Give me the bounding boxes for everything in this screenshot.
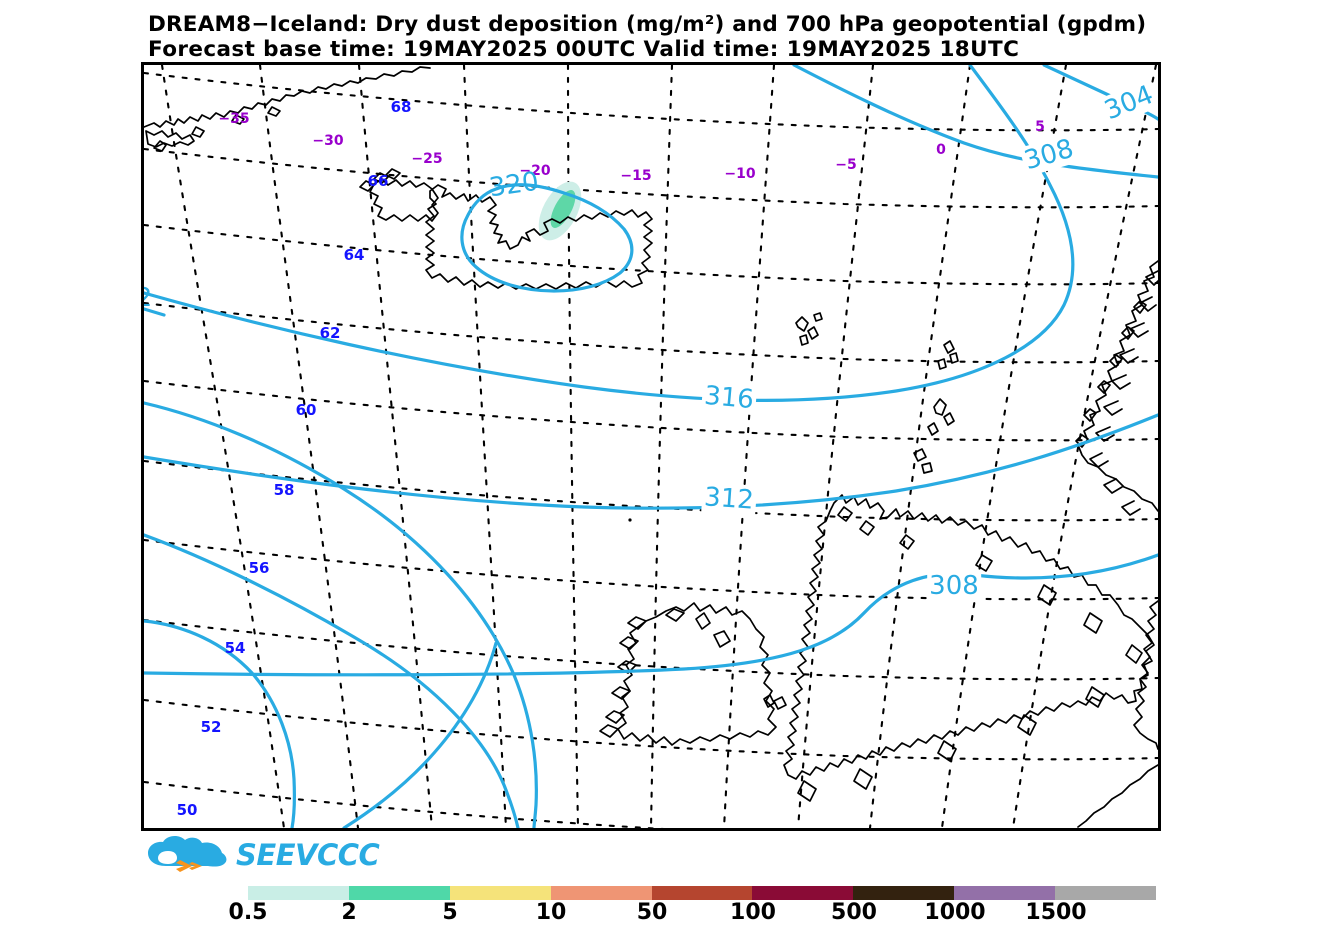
coastline-great-britain xyxy=(783,494,1155,780)
contour-316-southwest xyxy=(144,533,520,828)
colorbar[interactable] xyxy=(248,886,1157,900)
contour-320-southwest xyxy=(144,619,296,828)
colorbar-band-8 xyxy=(1055,886,1157,900)
colorbar-band-1 xyxy=(348,886,450,900)
contour-label-316: 316 xyxy=(700,380,758,416)
coastline-ireland xyxy=(617,602,777,746)
latitude-label-60: 60 xyxy=(295,401,317,419)
colorbar-band-7 xyxy=(954,886,1056,900)
colorbar-tick-5: 5 xyxy=(442,900,458,925)
longitude-label-minus15: −15 xyxy=(620,168,652,184)
latitude-label-68: 68 xyxy=(390,98,412,116)
colorbar-tick-1500: 1500 xyxy=(1025,900,1087,925)
contour-label-312: 312 xyxy=(701,482,757,516)
colorbar-band-6 xyxy=(853,886,955,900)
colorbar-tick-1000: 1000 xyxy=(924,900,986,925)
contour-308-north xyxy=(792,65,1158,179)
colorbar-band-4 xyxy=(651,886,753,900)
longitude-label-5: 5 xyxy=(1035,119,1045,135)
contour-324-corner xyxy=(144,307,166,317)
colorbar-tick-labels: 0.5 2 5 10 50 100 500 1000 1500 xyxy=(0,900,1324,925)
contour-320-closed xyxy=(460,183,634,293)
coastline-continental-europe xyxy=(1133,600,1158,750)
colorbar-tick-100: 100 xyxy=(730,900,776,925)
map-panel[interactable]: 68 66 64 62 60 58 56 54 52 50 −35 −30 −2… xyxy=(141,62,1161,831)
seevccc-logo[interactable]: SEEVCCC xyxy=(146,836,380,876)
contour-label-edge-clipped: 2 xyxy=(144,283,152,313)
logo-text: SEEVCCC xyxy=(236,838,380,872)
colorbar-band-2 xyxy=(449,886,551,900)
latitude-label-64: 64 xyxy=(343,246,365,264)
colorbar-band-3 xyxy=(550,886,652,900)
colorbar-tick-500: 500 xyxy=(831,900,877,925)
coastline-faroe-islands xyxy=(795,312,823,346)
colorbar-band-5 xyxy=(752,886,854,900)
contour-308-south xyxy=(144,553,1158,677)
colorbar-tick-2: 2 xyxy=(341,900,357,925)
longitude-label-minus5: −5 xyxy=(835,157,857,173)
chart-title-block: DREAM8−Iceland: Dry dust deposition (mg/… xyxy=(148,12,1318,62)
contour-316 xyxy=(144,65,1075,402)
graticule-latitude-lines xyxy=(144,71,1158,828)
latitude-label-50: 50 xyxy=(176,801,198,819)
coastline-shetland-orkney xyxy=(913,398,955,474)
longitude-label-minus25: −25 xyxy=(411,151,443,167)
longitude-label-minus30: −30 xyxy=(312,133,344,149)
coastline-iceland xyxy=(425,184,653,290)
chart-title: DREAM8−Iceland: Dry dust deposition (mg/… xyxy=(148,12,1147,37)
graticule-longitude-lines xyxy=(160,65,1158,828)
contour-label-308-south: 308 xyxy=(927,571,981,601)
longitude-label-minus10: −10 xyxy=(724,166,756,182)
cloud-icon xyxy=(148,836,227,872)
longitude-label-minus20: −20 xyxy=(519,163,551,179)
coastline-greenland xyxy=(144,66,431,128)
coastlines xyxy=(144,66,1158,828)
latitude-label-62: 62 xyxy=(319,324,341,342)
longitude-label-minus35: −35 xyxy=(218,111,250,127)
colorbar-tick-0-5: 0.5 xyxy=(228,900,268,925)
colorbar-tick-10: 10 xyxy=(535,900,567,925)
deposition-band-2 xyxy=(550,190,576,228)
chevron-arrow-icon xyxy=(176,860,192,872)
chart-subtitle: Forecast base time: 19MAY2025 00UTC Vali… xyxy=(148,37,1020,62)
colorbar-tick-50: 50 xyxy=(636,900,668,925)
latitude-label-56: 56 xyxy=(248,559,270,577)
contour-312-southwest xyxy=(144,401,538,828)
contour-308-sw-lower xyxy=(342,641,498,828)
latitude-label-54: 54 xyxy=(224,639,246,657)
latitude-label-52: 52 xyxy=(200,718,222,736)
colorbar-band-0 xyxy=(248,886,349,900)
latitude-label-66: 66 xyxy=(367,172,389,190)
longitude-label-0: 0 xyxy=(936,142,946,158)
latitude-label-58: 58 xyxy=(273,481,295,499)
